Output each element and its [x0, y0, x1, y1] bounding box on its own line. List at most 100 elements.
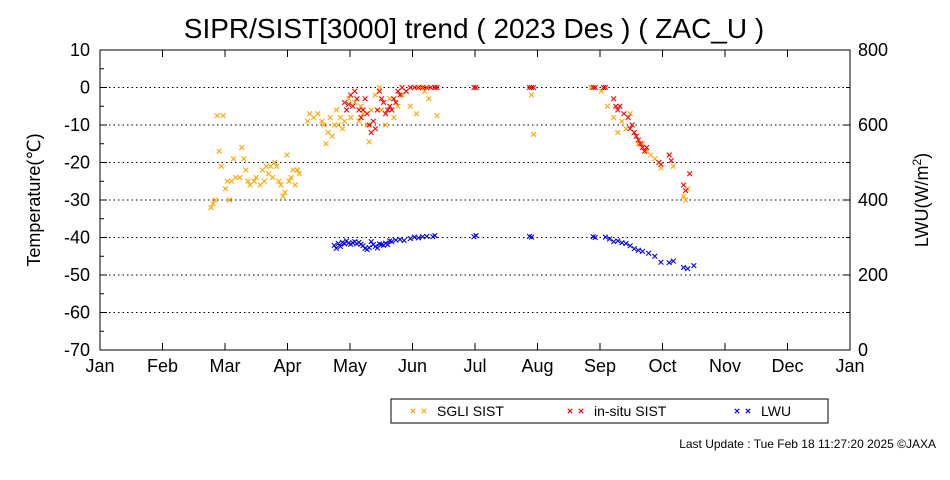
data-point — [592, 234, 598, 241]
data-point — [627, 110, 633, 117]
data-point — [364, 110, 370, 117]
x-tick-label: Oct — [648, 356, 676, 376]
data-point — [393, 99, 399, 106]
data-point — [391, 95, 397, 102]
data-point — [337, 243, 344, 250]
data-point — [643, 144, 650, 151]
data-point — [682, 197, 689, 203]
data-point — [645, 250, 652, 257]
data-point — [526, 84, 533, 91]
data-point — [615, 107, 621, 113]
data-point — [686, 170, 693, 177]
legend-label: SGLI SIST — [437, 403, 504, 419]
data-point — [358, 103, 364, 110]
data-point — [315, 110, 321, 117]
data-point — [356, 107, 362, 113]
data-point — [407, 103, 414, 110]
data-point — [208, 204, 214, 211]
data-point — [220, 112, 227, 119]
data-point — [423, 84, 430, 91]
legend: SGLI SIST in-situ SIST LWU — [390, 398, 829, 424]
data-point — [288, 174, 294, 181]
data-point — [286, 178, 292, 185]
data-point — [658, 259, 664, 266]
chart-title: SIPR/SIST[3000] trend ( 2023 Des ) ( ZAC… — [184, 13, 764, 44]
data-point — [428, 84, 434, 91]
data-point — [341, 99, 348, 106]
data-point — [610, 238, 617, 245]
data-point — [382, 110, 389, 117]
data-point — [263, 163, 270, 170]
y-tick-label: -30 — [64, 190, 90, 210]
y-axis-label: Temperature(℃) — [24, 133, 44, 266]
series-in-situ-sist — [341, 84, 693, 194]
x-tick-label: Mar — [210, 356, 241, 376]
data-point — [321, 122, 327, 128]
x-tick-label: Nov — [709, 356, 741, 376]
data-point — [633, 133, 640, 140]
data-point — [218, 163, 225, 170]
data-point — [370, 118, 377, 125]
y-axis-ticks: 10 0 -10 -20 -30 -40 -50 -60 -70 — [64, 40, 107, 360]
legend-marker — [410, 408, 416, 414]
data-point — [354, 95, 360, 102]
data-point — [641, 148, 648, 155]
legend-marker — [578, 408, 584, 414]
x-tick-label: Sep — [584, 356, 616, 376]
data-point — [243, 167, 249, 173]
data-point — [666, 152, 672, 158]
data-point — [619, 239, 625, 246]
data-point — [682, 187, 689, 194]
data-point — [280, 193, 286, 200]
data-point — [421, 88, 428, 95]
data-points — [208, 84, 697, 272]
data-point — [432, 84, 438, 91]
data-point — [691, 262, 697, 269]
data-point — [680, 182, 687, 188]
data-point — [473, 232, 479, 239]
data-point — [397, 92, 403, 98]
data-point — [415, 235, 422, 241]
data-point — [666, 259, 672, 266]
data-point — [323, 140, 329, 147]
data-point — [222, 185, 229, 192]
data-point — [670, 163, 677, 170]
x-tick-label: Dec — [771, 356, 803, 376]
data-point — [425, 95, 432, 102]
data-point — [434, 112, 440, 119]
data-point — [629, 122, 635, 128]
y2-tick-label: 200 — [858, 265, 888, 285]
data-point — [434, 84, 440, 91]
data-point — [473, 84, 479, 91]
data-point — [658, 161, 664, 168]
data-point — [684, 265, 691, 272]
data-point — [393, 237, 399, 243]
data-point — [411, 234, 418, 240]
data-point — [397, 236, 403, 243]
y2-tick-label: 800 — [858, 40, 888, 60]
data-point — [623, 240, 629, 247]
y-tick-label: 0 — [80, 78, 90, 98]
data-point — [319, 118, 325, 125]
data-point — [680, 193, 687, 200]
data-point — [212, 197, 218, 203]
x-tick-label: Apr — [273, 356, 301, 376]
legend-label: in-situ SIST — [594, 403, 667, 419]
data-point — [378, 95, 385, 102]
data-point — [631, 129, 638, 136]
data-point — [374, 107, 381, 113]
data-point — [341, 241, 348, 247]
data-point — [278, 182, 284, 188]
data-point — [368, 238, 375, 245]
data-point — [349, 103, 356, 110]
data-point — [401, 237, 407, 244]
data-point — [588, 84, 594, 91]
y-tick-label: -50 — [64, 265, 90, 285]
data-point — [423, 233, 430, 240]
data-point — [226, 197, 233, 203]
y2-axis-ticks: 800 600 400 200 0 — [843, 40, 888, 360]
data-point — [376, 88, 383, 95]
data-point — [610, 95, 617, 102]
data-point — [335, 240, 342, 247]
legend-items: SGLI SIST in-situ SIST LWU — [410, 403, 791, 419]
